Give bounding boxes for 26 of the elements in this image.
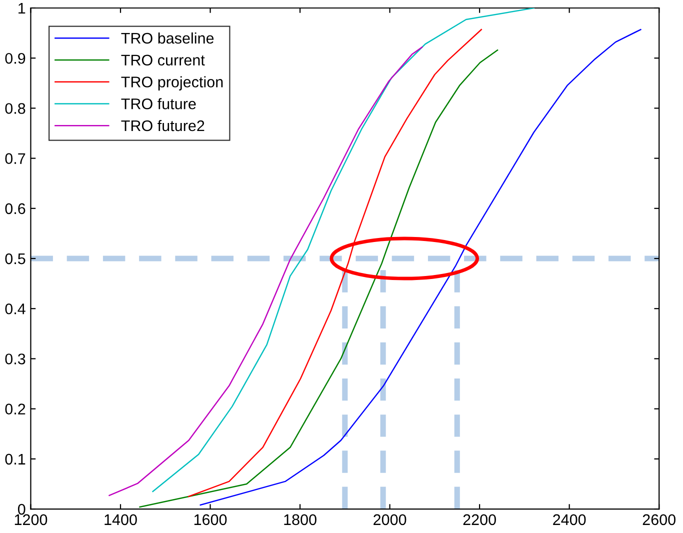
legend-label: TRO projection <box>121 76 223 90</box>
y-tick-label: 0.6 <box>5 203 26 214</box>
y-tick-label: 0.5 <box>5 253 26 264</box>
x-tick-label: 2600 <box>642 514 676 526</box>
x-tick-label: 1800 <box>284 514 316 526</box>
y-tick-label: 0.2 <box>5 404 26 414</box>
y-tick-label: 0.8 <box>5 103 26 114</box>
legend-label: TRO baseline <box>121 32 214 44</box>
line-series <box>152 8 534 492</box>
y-tick-label: 0.1 <box>5 454 26 465</box>
x-tick-label: 1400 <box>104 514 137 526</box>
x-tick-label: 2400 <box>553 514 586 526</box>
y-tick-label: 0.9 <box>5 52 26 64</box>
legend-label: TRO future <box>121 98 196 110</box>
y-tick-label: 1 <box>18 3 26 14</box>
legend-label: TRO current <box>121 54 205 66</box>
x-tick-label: 2200 <box>463 514 496 526</box>
x-tick-label: 2000 <box>374 514 406 526</box>
y-tick-label: 0.4 <box>5 303 26 314</box>
line-series <box>108 46 423 496</box>
legend-label: TRO future2 <box>121 120 204 132</box>
y-tick-label: 0 <box>18 504 26 515</box>
x-tick-label: 1600 <box>194 514 227 526</box>
x-tick-label: 1200 <box>14 514 48 526</box>
y-tick-label: 0.3 <box>5 354 26 364</box>
y-tick-label: 0.7 <box>5 153 26 164</box>
